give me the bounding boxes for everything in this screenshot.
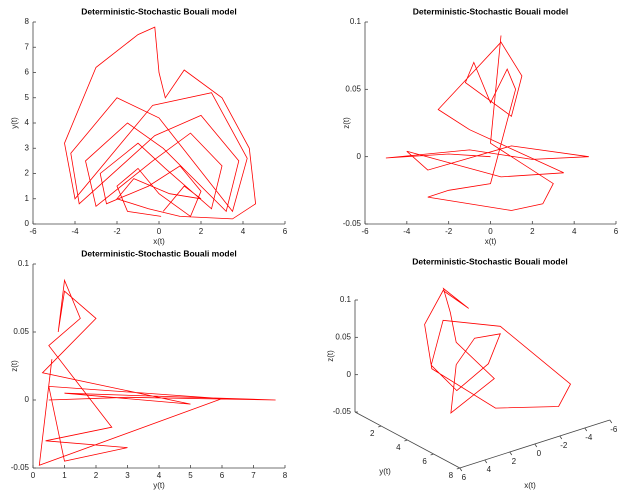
chart-title: Deterministic-Stochastic Bouali model (81, 6, 236, 16)
y-tick (456, 467, 460, 470)
y-tick-label: 7 (25, 42, 30, 51)
y-tick-label: -0.05 (11, 463, 30, 472)
y-tick-label: 6 (422, 457, 427, 466)
y-tick-label: 0 (357, 152, 362, 161)
x-axis-label: x(t) (153, 237, 165, 246)
y-tick-label: 2 (370, 429, 375, 438)
y-tick-label: 4 (25, 118, 30, 127)
x-tick-label: 2 (512, 457, 517, 466)
z-tick-label: 0.1 (340, 295, 352, 304)
x-tick-label: 6 (283, 227, 288, 236)
x-tick-label: -4 (71, 227, 79, 236)
y-tick-label: 0.1 (350, 17, 362, 26)
x-tick (509, 451, 513, 456)
x-tick-label: -6 (29, 227, 37, 236)
x-tick (484, 459, 488, 464)
x-tick (584, 427, 588, 432)
z-axis-label: z(t) (326, 350, 335, 362)
x-tick-label: 0 (31, 471, 36, 480)
y-tick-label: 0.1 (18, 259, 30, 268)
x-tick-label: -2 (113, 227, 121, 236)
chart-title: Deterministic-Stochastic Bouali model (412, 256, 567, 266)
y-tick-label: 0.05 (345, 84, 361, 93)
y-tick-label: 0.05 (13, 327, 29, 336)
y-tick-label: 3 (25, 143, 30, 152)
y-tick-label: 5 (25, 93, 30, 102)
y-tick (378, 425, 382, 428)
y-tick-label: 2 (25, 169, 30, 178)
y-tick-label: -0.05 (343, 219, 362, 228)
x-tick (534, 443, 538, 448)
z-tick-label: 0 (347, 370, 352, 379)
x-tick-label: 6 (462, 473, 467, 482)
x-tick-label: -2 (560, 441, 568, 450)
trajectory (385, 35, 589, 211)
x-tick-label: 4 (487, 465, 492, 474)
chart-title: Deterministic-Stochastic Bouali model (413, 6, 568, 16)
x-tick-label: -4 (403, 227, 411, 236)
y-tick-label: 1 (25, 194, 30, 203)
z-tick-label: -0.05 (333, 407, 352, 416)
x-tick-label: 2 (530, 227, 535, 236)
trajectory (38, 278, 276, 466)
x-axis-label: x(t) (485, 237, 497, 246)
x-tick-label: -2 (445, 227, 453, 236)
chart-title: Deterministic-Stochastic Bouali model (81, 248, 236, 258)
x-axis-label: y(t) (153, 481, 165, 490)
y-tick-label: 0 (25, 219, 30, 228)
x-tick-label: 6 (614, 227, 619, 236)
y-axis-label: y(t) (10, 117, 19, 129)
x-tick-label: -6 (361, 227, 369, 236)
y-tick-label: 8 (449, 471, 454, 480)
x-tick-label: 4 (572, 227, 577, 236)
trajectory (424, 287, 572, 414)
y-axis-label: z(t) (342, 117, 351, 129)
x-tick-label: 2 (94, 471, 99, 480)
y-axis-label: z(t) (10, 360, 19, 372)
x-tick-label: -6 (610, 425, 618, 434)
x-tick-label: 8 (283, 471, 288, 480)
y-tick-label: 6 (25, 68, 30, 77)
z-tick-label: 0.05 (335, 332, 351, 341)
y-tick-label: 8 (25, 17, 30, 26)
x-tick-label: 2 (199, 227, 204, 236)
trajectory (64, 26, 257, 220)
x-tick-label: 4 (157, 471, 162, 480)
x-tick (459, 467, 463, 472)
y-tick-label: 4 (396, 443, 401, 452)
x-tick (609, 419, 613, 424)
y-tick-label: 0 (25, 395, 30, 404)
y-tick (404, 439, 408, 442)
x-tick-label: 0 (537, 449, 542, 458)
x-tick-label: 0 (157, 227, 162, 236)
x-tick-label: 1 (62, 471, 67, 480)
x-tick-label: 7 (251, 471, 256, 480)
x-axis-label: x(t) (524, 481, 536, 490)
x-tick-label: 3 (125, 471, 130, 480)
x-tick-label: 0 (488, 227, 493, 236)
x-tick-label: 6 (220, 471, 225, 480)
y-tick (430, 453, 434, 456)
y-axis-label: y(t) (379, 467, 391, 476)
x-tick-label: -4 (585, 433, 593, 442)
x-tick-label: 5 (188, 471, 193, 480)
x-tick (559, 435, 563, 440)
x-tick-label: 4 (241, 227, 246, 236)
